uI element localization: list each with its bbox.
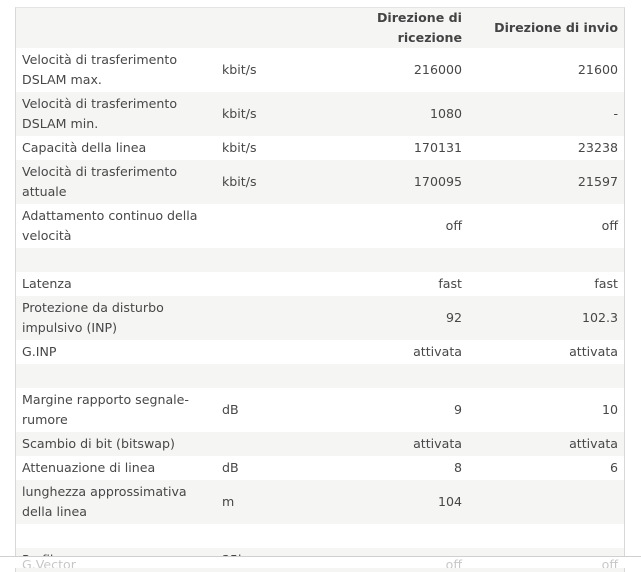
row-receive: attivata <box>413 344 462 359</box>
row-receive <box>331 248 468 272</box>
row-send <box>468 524 624 548</box>
row-receive: 1080 <box>429 106 462 121</box>
row-receive: 8 <box>453 460 462 475</box>
row-receive <box>331 364 468 388</box>
row-unit: dB <box>222 402 239 417</box>
row-unit: kbit/s <box>222 62 257 77</box>
table-row: G.INP attivata attivata <box>16 340 624 364</box>
row-unit <box>216 248 331 272</box>
row-label <box>16 364 216 388</box>
row-send <box>468 480 624 524</box>
table-row: Velocità di trasferimento attuale kbit/s 1… <box>16 160 624 204</box>
row-label: G.Vector <box>22 557 76 568</box>
header-send: Direzione di invio <box>494 20 618 35</box>
row-receive: off <box>445 218 462 233</box>
row-send: off <box>601 218 618 233</box>
row-unit <box>216 204 331 248</box>
row-send: - <box>613 106 618 121</box>
table-row: Protezione da disturbo impulsivo (INP) 92… <box>16 296 624 340</box>
header-unit <box>216 8 331 48</box>
row-receive: 104 <box>437 494 462 509</box>
row-label: Velocità di trasferimento DSLAM max. <box>22 52 178 87</box>
row-unit <box>216 524 331 548</box>
row-unit: kbit/s <box>222 140 257 155</box>
row-send <box>468 248 624 272</box>
row-receive: 92 <box>445 310 462 325</box>
row-receive: 170095 <box>413 174 462 189</box>
row-label: Adattamento continuo della velocità <box>22 208 198 243</box>
dsl-info-table-container: Direzione di ricezione Direzione di invi… <box>15 7 625 572</box>
table-row <box>16 248 624 272</box>
row-send: 102.3 <box>581 310 618 325</box>
row-unit: kbit/s <box>222 106 257 121</box>
table-row: lunghezza approssimativa della linea m 104 <box>16 480 624 524</box>
row-unit <box>216 340 331 364</box>
row-unit: m <box>222 494 235 509</box>
table-row: Capacità della linea kbit/s 170131 23238 <box>16 136 624 160</box>
row-label <box>16 524 216 548</box>
row-unit <box>216 364 331 388</box>
row-receive: attivata <box>413 436 462 451</box>
row-unit: kbit/s <box>222 174 257 189</box>
row-label: G.INP <box>22 344 57 359</box>
row-send: 21597 <box>577 174 618 189</box>
row-label: Protezione da disturbo impulsivo (INP) <box>22 300 164 335</box>
table-header-row: Direzione di ricezione Direzione di invi… <box>16 8 624 48</box>
row-send: attivata <box>569 436 618 451</box>
row-receive <box>331 524 468 548</box>
header-label <box>16 8 216 48</box>
table-row: Latenza fast fast <box>16 272 624 296</box>
row-send: attivata <box>569 344 618 359</box>
table-row-cutoff: G.Vector off off <box>16 557 624 568</box>
table-row: Velocità di trasferimento DSLAM max. kbit… <box>16 48 624 92</box>
row-label <box>16 248 216 272</box>
table-row <box>16 364 624 388</box>
row-unit <box>216 272 331 296</box>
row-label: Latenza <box>22 276 72 291</box>
row-label: Margine rapporto segnale-rumore <box>22 392 189 427</box>
row-unit <box>216 557 331 568</box>
table-row: Scambio di bit (bitswap) attivata attivata <box>16 432 624 456</box>
row-send: off <box>601 557 618 568</box>
row-unit: dB <box>222 460 239 475</box>
header-receive: Direzione di ricezione <box>376 10 462 45</box>
table-row: Velocità di trasferimento DSLAM min. kbit… <box>16 92 624 136</box>
row-send: 21600 <box>577 62 618 77</box>
row-label: Capacità della linea <box>22 140 147 155</box>
row-label: lunghezza approssimativa della linea <box>22 484 187 519</box>
row-send: fast <box>594 276 618 291</box>
table-row: Margine rapporto segnale-rumore dB 9 10 <box>16 388 624 432</box>
row-send <box>468 364 624 388</box>
row-receive: fast <box>438 276 462 291</box>
row-send: 23238 <box>577 140 618 155</box>
row-unit <box>216 432 331 456</box>
table-row: Attenuazione di linea dB 8 6 <box>16 456 624 480</box>
row-unit <box>216 296 331 340</box>
row-label: Velocità di trasferimento attuale <box>22 164 178 199</box>
row-label: Attenuazione di linea <box>22 460 156 475</box>
table-row <box>16 524 624 548</box>
row-receive: 170131 <box>413 140 462 155</box>
row-send: 6 <box>609 460 618 475</box>
row-send: 10 <box>601 402 618 417</box>
dsl-info-table: Direzione di ricezione Direzione di invi… <box>16 8 624 572</box>
row-label: Velocità di trasferimento DSLAM min. <box>22 96 178 131</box>
cutoff-row-table: G.Vector off off <box>16 557 624 568</box>
row-receive: off <box>445 557 462 568</box>
scroll-fade-overlay: G.Vector off off <box>0 556 641 568</box>
row-receive: 216000 <box>413 62 462 77</box>
row-receive: 9 <box>453 402 462 417</box>
row-label: Scambio di bit (bitswap) <box>22 436 175 451</box>
table-row: Adattamento continuo della velocità off of… <box>16 204 624 248</box>
